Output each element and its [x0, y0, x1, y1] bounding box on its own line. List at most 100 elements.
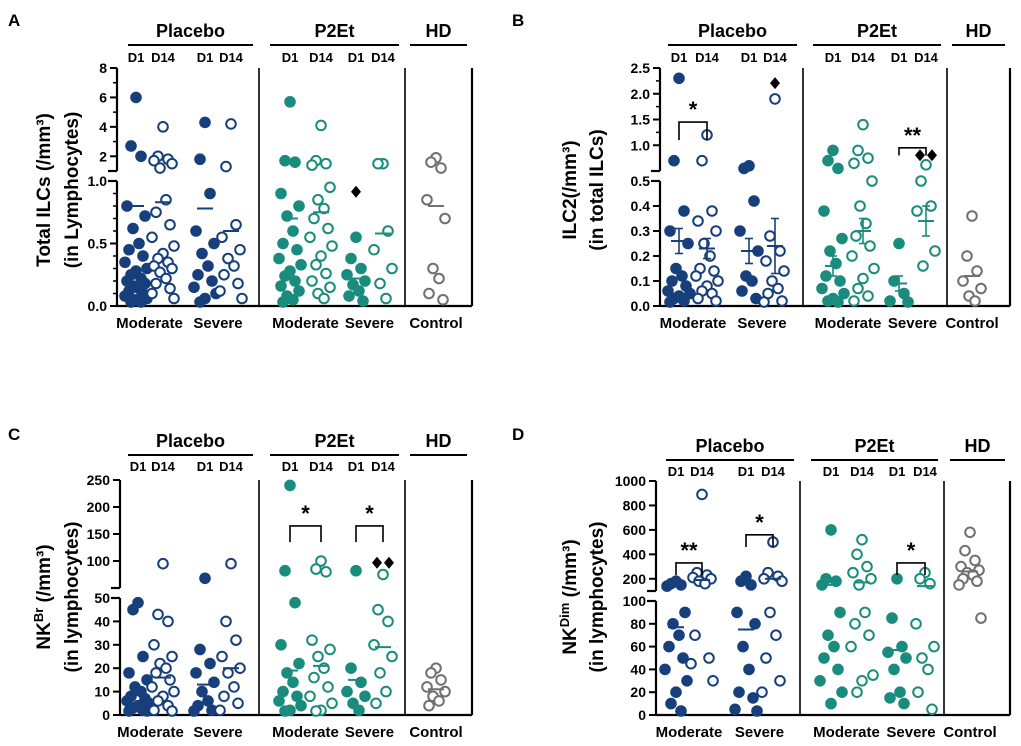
data-point [162, 615, 174, 628]
data-point [435, 162, 447, 174]
data-point [372, 603, 384, 616]
data-point [194, 296, 206, 308]
data-point [380, 685, 392, 698]
data-point [123, 243, 135, 256]
series [814, 524, 848, 710]
data-point [359, 690, 371, 703]
x-category-label: Moderate [813, 724, 880, 741]
data-point [194, 153, 206, 166]
data-point [148, 704, 160, 717]
data-point [670, 686, 682, 699]
data-point [886, 612, 898, 624]
day-label: D14 [309, 459, 334, 474]
data-point [216, 650, 228, 663]
data-point [433, 695, 445, 707]
data-point [204, 187, 216, 200]
data-point [425, 667, 437, 679]
series [368, 568, 398, 710]
y-tick-label: 40 [630, 661, 646, 677]
data-point [320, 267, 332, 280]
significance-bracket [289, 525, 322, 543]
data-point [194, 643, 206, 656]
data-point [734, 225, 746, 237]
data-point [199, 572, 211, 585]
data-point [312, 193, 324, 206]
y-tick-label: 0 [638, 707, 646, 723]
data-point [696, 488, 708, 501]
y-tick-label: 80 [630, 616, 646, 632]
data-point [222, 667, 234, 679]
series [188, 572, 220, 717]
data-point [293, 657, 305, 670]
data-point [917, 260, 929, 272]
y-tick-label: 0.0 [631, 298, 651, 314]
data-point [421, 193, 433, 206]
day-label: D1 [197, 50, 214, 65]
data-point [764, 230, 776, 242]
data-point [125, 140, 137, 152]
data-point [764, 606, 776, 619]
data-point [202, 260, 214, 272]
series [882, 572, 912, 710]
y-tick-label: 0.4 [631, 198, 651, 214]
data-point [232, 697, 244, 710]
data-point [852, 144, 864, 157]
series [957, 210, 987, 307]
y-tick-label: 8 [99, 60, 107, 76]
data-point [848, 295, 860, 307]
y-tick-label: 250 [87, 472, 111, 488]
x-category-label: Moderate [815, 315, 882, 332]
data-point [123, 705, 135, 717]
data-point [341, 685, 353, 698]
data-point [834, 606, 846, 619]
series [273, 479, 307, 717]
data-point [281, 667, 293, 679]
data-point [884, 692, 896, 704]
y-tick-label: 10 [94, 684, 110, 700]
data-point [220, 615, 232, 628]
data-point [279, 270, 291, 282]
data-point [196, 247, 208, 260]
data-point [306, 275, 318, 287]
significance-label: ** [680, 538, 698, 563]
significance-label: * [365, 501, 374, 526]
series [910, 566, 940, 716]
data-point [355, 676, 367, 689]
data-point [662, 285, 674, 297]
data-point [745, 579, 757, 591]
data-point [668, 154, 680, 167]
data-point [157, 557, 169, 570]
series [685, 488, 719, 687]
data-point [275, 280, 287, 292]
data-point [862, 152, 874, 164]
y-tick-label: 50 [94, 590, 110, 606]
data-point [678, 295, 690, 307]
series [690, 129, 724, 307]
data-point [166, 262, 178, 275]
data-point [192, 268, 204, 281]
data-point [891, 572, 903, 585]
x-category-label: Control [409, 724, 462, 741]
data-point [350, 231, 362, 244]
significance-label: * [907, 538, 916, 563]
day-label: D14 [695, 50, 720, 65]
data-point [166, 705, 178, 717]
data-point [825, 524, 837, 536]
day-label: D14 [219, 459, 244, 474]
day-label: D1 [348, 50, 365, 65]
day-label: D1 [282, 459, 299, 474]
data-point [670, 262, 682, 275]
data-point [961, 250, 973, 262]
data-point [347, 697, 359, 710]
data-point [834, 275, 846, 287]
data-point [277, 685, 289, 698]
data-point [928, 640, 940, 653]
x-category-label: Moderate [656, 724, 723, 741]
data-point [216, 231, 228, 244]
data-point [295, 699, 307, 712]
series [884, 237, 914, 308]
data-point [322, 681, 334, 693]
data-point [234, 243, 246, 256]
data-point [380, 292, 392, 305]
data-point [225, 118, 237, 130]
